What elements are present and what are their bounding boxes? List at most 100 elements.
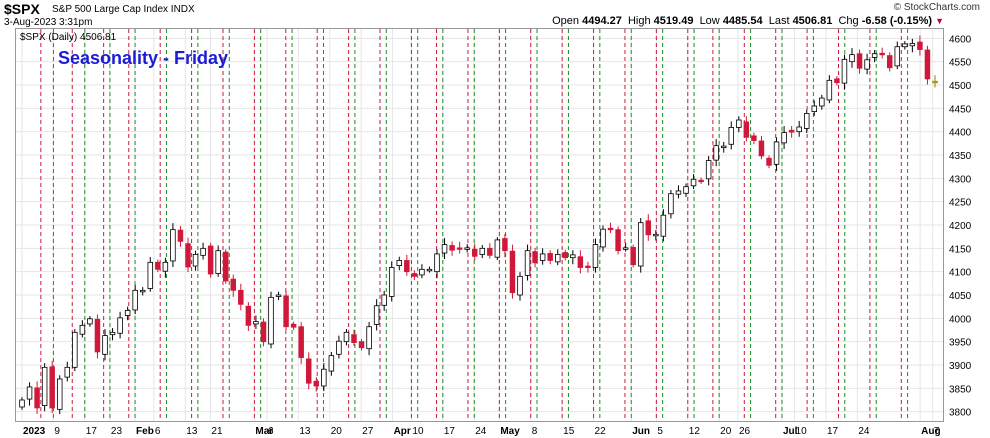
- chg-value: -6.58 (-0.15%): [861, 15, 933, 27]
- candle-body: [170, 229, 176, 262]
- candle-body: [736, 119, 742, 128]
- candle-body: [41, 366, 48, 407]
- index-name-text: S&P 500 Large Cap Index: [52, 4, 169, 15]
- x-tick-label: 20: [331, 426, 343, 437]
- candle-body: [886, 55, 893, 69]
- candle-body: [720, 145, 727, 149]
- y-tick-label: 4300: [949, 174, 972, 185]
- x-tick-label: Apr: [394, 426, 411, 437]
- candle-body: [238, 289, 244, 305]
- candle-body: [305, 358, 312, 384]
- x-tick-label: 22: [595, 426, 607, 437]
- candle-body: [668, 193, 674, 215]
- candle-body: [554, 253, 561, 263]
- candle-body: [879, 52, 885, 56]
- candle-body: [479, 247, 486, 255]
- candle-body: [388, 267, 395, 297]
- x-tick-label: 21: [211, 426, 223, 437]
- y-tick-label: 3900: [949, 361, 972, 372]
- candle-body: [517, 275, 523, 296]
- x-tick-label: 27: [362, 426, 374, 437]
- candle-body: [902, 43, 908, 48]
- x-tick-label: 13: [186, 426, 198, 437]
- candle-body: [275, 294, 282, 297]
- candle-body: [871, 53, 878, 58]
- candle-body: [758, 140, 765, 157]
- candle-body: [471, 248, 478, 257]
- candle-body: [283, 295, 289, 328]
- x-tick-label: Mar: [255, 426, 273, 437]
- high-label: High: [627, 15, 651, 27]
- candle-body: [56, 378, 63, 410]
- candle-body: [449, 245, 455, 251]
- candle-body: [494, 239, 501, 258]
- y-tick-label: 4400: [949, 128, 972, 139]
- candle-body: [358, 341, 365, 349]
- candle-body: [924, 49, 931, 80]
- candle-body: [426, 268, 433, 272]
- candle-body: [743, 121, 750, 138]
- x-tick-label: Aug: [921, 426, 940, 437]
- candle-body: [64, 366, 71, 378]
- y-tick-label: 4250: [949, 198, 972, 209]
- high-value: 4519.49: [653, 15, 694, 27]
- y-tick-label: 4450: [949, 104, 972, 115]
- candle-body: [660, 214, 667, 237]
- seasonality-lines: [40, 29, 909, 421]
- x-tick-label: 17: [444, 426, 456, 437]
- x-tick-label: 6: [268, 426, 274, 437]
- x-tick-label: 23: [111, 426, 123, 437]
- candle-body: [751, 135, 757, 141]
- y-tick-label: 4350: [949, 151, 972, 162]
- brand-watermark: © StockCharts.com: [893, 2, 980, 13]
- candle-body: [139, 289, 146, 293]
- candle-body: [102, 335, 108, 355]
- candle-body: [94, 318, 101, 353]
- low-value: 4485.54: [722, 15, 763, 27]
- candle-body: [381, 294, 387, 306]
- candle-body: [336, 340, 342, 355]
- candle-body: [411, 273, 418, 277]
- candle-body: [600, 228, 606, 248]
- exchange-label: INDX: [170, 4, 195, 15]
- candle-body: [260, 321, 267, 343]
- candle-body: [524, 250, 531, 276]
- index-name: S&P 500 Large Cap Index INDX: [52, 4, 195, 15]
- candle-body: [177, 229, 184, 242]
- candle-body: [585, 265, 591, 268]
- candle-body: [321, 368, 327, 387]
- x-tick-label: 17: [86, 426, 98, 437]
- candle-body: [434, 253, 440, 273]
- candle-body: [464, 247, 470, 250]
- candle-body: [562, 252, 569, 259]
- last-value: 4506.81: [792, 15, 833, 27]
- candle-body: [49, 366, 55, 409]
- quote-date: 3-Aug-2023 3:31pm: [4, 17, 93, 28]
- candle-body: [917, 41, 923, 50]
- last-label: Last: [768, 15, 790, 27]
- x-tick-label: 10: [412, 426, 424, 437]
- x-tick-label: 9: [54, 426, 60, 437]
- candle-body: [298, 326, 304, 358]
- y-tick-label: 4050: [949, 291, 972, 302]
- candle-body: [539, 253, 546, 261]
- candle-body: [192, 253, 199, 267]
- candle-body: [79, 324, 86, 335]
- x-tick-label: 20: [720, 426, 732, 437]
- candle-body: [728, 127, 735, 145]
- candle-body: [268, 296, 274, 345]
- ohlc-readout: Open 4494.27 High 4519.49 Low 4485.54 La…: [552, 15, 944, 27]
- candle-body: [230, 278, 237, 291]
- candle-body: [222, 251, 229, 282]
- plot-area-border: [15, 28, 944, 422]
- candle-body: [592, 244, 599, 268]
- candle-body: [698, 179, 704, 183]
- x-tick-label: 7: [934, 426, 940, 437]
- x-tick-label: 12: [689, 426, 701, 437]
- candle-body: [366, 326, 372, 350]
- candle-body: [683, 186, 689, 194]
- candle-body: [132, 289, 138, 311]
- y-tick-label: 4000: [949, 314, 972, 325]
- candle-body: [773, 141, 780, 165]
